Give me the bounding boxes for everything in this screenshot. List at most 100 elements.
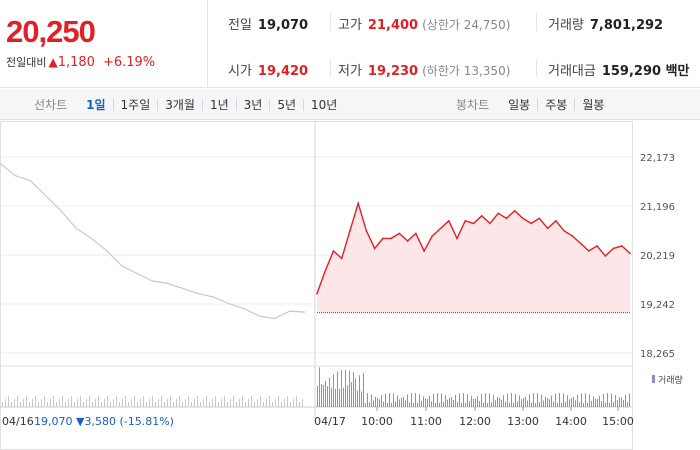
volume-bar (65, 402, 66, 407)
volume-bar (11, 402, 12, 407)
volume-bar (149, 399, 150, 407)
volume-bar (191, 402, 192, 407)
volume-bar (595, 398, 596, 407)
volume-bar (353, 372, 354, 407)
volume-bar (194, 399, 195, 407)
volume-bar (296, 396, 297, 407)
tab-10y[interactable]: 10년 (303, 98, 344, 111)
volume-bar (443, 401, 444, 407)
current-price: 20,250 (6, 14, 96, 49)
tab-5y[interactable]: 5년 (269, 98, 303, 111)
volume-bar (393, 393, 394, 407)
volume-bar (601, 401, 602, 407)
volume-bar (429, 395, 430, 407)
volume-bar (559, 393, 560, 407)
volume-bar (155, 402, 156, 407)
stat-high: 고가 21,400 (상한가 24,750) (338, 14, 510, 33)
volume-bar (251, 396, 252, 407)
tab-daily[interactable]: 일봉 (508, 97, 531, 112)
up-arrow-icon: ▲ (48, 55, 58, 69)
today-point (349, 230, 351, 232)
high-label: 고가 (338, 18, 362, 33)
divider (536, 13, 537, 31)
y-tick-label: 21,196 (640, 202, 675, 213)
volume-bar (47, 402, 48, 407)
volume-bar (197, 396, 198, 407)
volume-bar (173, 402, 174, 407)
volume-bar (266, 399, 267, 407)
today-point (555, 220, 557, 222)
volume-bar (421, 400, 422, 407)
volume-bar (215, 396, 216, 407)
today-point (588, 250, 590, 252)
volume-bar (41, 399, 42, 407)
volume-bar (471, 396, 472, 407)
today-point (406, 240, 409, 242)
volume-bar (347, 385, 348, 407)
volume-bar (551, 395, 552, 407)
chart-period-tabs: 선차트 1일 1주일 3개월 1년 3년 5년 10년 봉차트 일봉 주봉 월봉 (0, 89, 700, 120)
prev-day-summary-part: (-15.81%) (119, 415, 174, 428)
volume-bar (302, 399, 303, 407)
volume-bar (529, 394, 530, 407)
volume-bar (557, 402, 558, 407)
x-tick-label: 13:00 (507, 415, 539, 428)
volume-bar (607, 393, 608, 407)
today-point (505, 217, 508, 220)
tab-monthly[interactable]: 월봉 (574, 98, 611, 111)
stat-amount: 거래대금 159,290 백만 (548, 60, 690, 79)
volume-bar (405, 400, 406, 407)
volume-bar (507, 393, 508, 407)
x-tick-label: 12:00 (459, 415, 491, 428)
volume-bar (293, 399, 294, 407)
volume-bar (527, 400, 528, 407)
volume-bar (245, 402, 246, 407)
volume-bar (479, 400, 480, 407)
volume-bar (533, 393, 534, 407)
volume-bar (475, 398, 476, 407)
volume-bar (200, 402, 201, 407)
tab-1w[interactable]: 1주일 (112, 98, 158, 111)
volume-bar (242, 396, 243, 407)
high-value: 21,400 (367, 18, 419, 33)
volume-bar (425, 398, 426, 407)
tab-weekly[interactable]: 주봉 (537, 98, 574, 111)
volume-bar (431, 401, 432, 407)
volume-bar (101, 402, 102, 407)
volume-bar (146, 402, 147, 407)
volume-bar (50, 399, 51, 407)
price-chart-svg: 22,173 21,196 20,219 19,242 18,265 거래량 04/16 04… (0, 121, 683, 450)
volume-bar (321, 384, 322, 407)
tab-3m[interactable]: 3개월 (157, 98, 202, 111)
volume-bar (212, 399, 213, 407)
tab-3y[interactable]: 3년 (235, 98, 270, 111)
x-tick-label: 11:00 (410, 415, 442, 428)
volume-bar (23, 399, 24, 407)
volume-bar (32, 399, 33, 407)
volume-bar (341, 370, 342, 407)
volume-bar (481, 394, 482, 407)
today-point (390, 237, 392, 240)
volume-bar (625, 395, 626, 407)
volume-bar (182, 402, 183, 407)
today-point (373, 247, 376, 250)
volume-bar (349, 370, 350, 407)
today-point (316, 292, 318, 295)
today-point (629, 252, 631, 255)
volume-bar (369, 402, 370, 407)
volume-bar (547, 398, 548, 407)
today-point (579, 242, 582, 245)
volume-bar (371, 394, 372, 407)
today-point (456, 237, 458, 240)
volume-bar (363, 373, 364, 407)
prev-close-value: 19,070 (257, 18, 309, 33)
tab-1y[interactable]: 1년 (201, 98, 236, 111)
volume-bar (531, 402, 532, 407)
volume-bar (397, 395, 398, 407)
volume-bar (477, 396, 478, 407)
volume-bar (575, 400, 576, 407)
volume-bar (119, 402, 120, 407)
tab-1d[interactable]: 1일 (86, 97, 106, 112)
today-point (530, 222, 532, 225)
today-point (447, 220, 450, 222)
